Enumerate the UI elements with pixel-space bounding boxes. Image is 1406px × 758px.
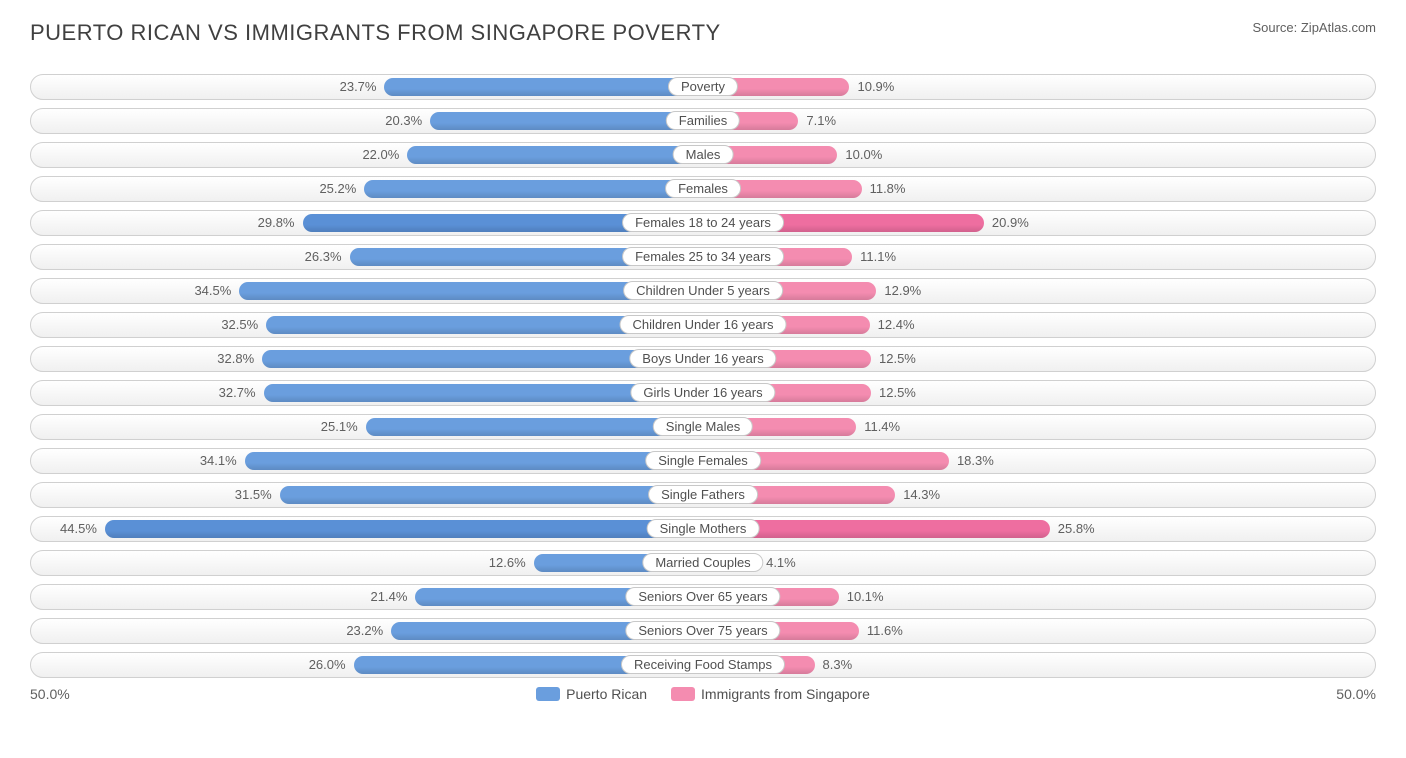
chart-row: 32.8% 12.5% Boys Under 16 years — [30, 346, 1376, 372]
chart-row: 26.0% 8.3% Receiving Food Stamps — [30, 652, 1376, 678]
legend-label-right: Immigrants from Singapore — [701, 686, 870, 702]
value-right: 12.5% — [879, 351, 916, 366]
chart-row: 25.2% 11.8% Females — [30, 176, 1376, 202]
chart-row: 21.4% 10.1% Seniors Over 65 years — [30, 584, 1376, 610]
legend: Puerto Rican Immigrants from Singapore — [536, 686, 870, 702]
value-right: 11.1% — [860, 249, 896, 264]
category-label: Married Couples — [642, 553, 763, 572]
category-label: Seniors Over 65 years — [625, 587, 780, 606]
chart-row: 29.8% 20.9% Females 18 to 24 years — [30, 210, 1376, 236]
diverging-bar-chart: 23.7% 10.9% Poverty 20.3% 7.1% Families 22.0% 1… — [30, 74, 1376, 678]
value-left: 34.5% — [194, 283, 231, 298]
legend-swatch-right — [671, 687, 695, 701]
category-label: Single Mothers — [647, 519, 760, 538]
value-right: 12.5% — [879, 385, 916, 400]
value-left: 32.8% — [217, 351, 254, 366]
category-label: Children Under 16 years — [620, 315, 787, 334]
value-right: 12.4% — [878, 317, 915, 332]
chart-row: 23.2% 11.6% Seniors Over 75 years — [30, 618, 1376, 644]
chart-row: 26.3% 11.1% Females 25 to 34 years — [30, 244, 1376, 270]
axis-max-left: 50.0% — [30, 686, 70, 702]
value-left: 26.3% — [305, 249, 342, 264]
value-right: 12.9% — [884, 283, 921, 298]
chart-row: 25.1% 11.4% Single Males — [30, 414, 1376, 440]
category-label: Single Males — [653, 417, 753, 436]
bar-left — [407, 146, 703, 164]
category-label: Seniors Over 75 years — [625, 621, 780, 640]
category-label: Males — [673, 145, 734, 164]
value-left: 25.2% — [319, 181, 356, 196]
legend-item-left: Puerto Rican — [536, 686, 647, 702]
value-left: 25.1% — [321, 419, 358, 434]
bar-left — [105, 520, 703, 538]
category-label: Females — [665, 179, 741, 198]
category-label: Girls Under 16 years — [630, 383, 775, 402]
value-right: 7.1% — [806, 113, 836, 128]
value-right: 8.3% — [823, 657, 853, 672]
value-right: 10.0% — [845, 147, 882, 162]
chart-header: PUERTO RICAN VS IMMIGRANTS FROM SINGAPOR… — [30, 20, 1376, 46]
value-right: 18.3% — [957, 453, 994, 468]
value-right: 10.1% — [847, 589, 884, 604]
value-right: 11.8% — [870, 181, 906, 196]
value-left: 21.4% — [371, 589, 408, 604]
value-left: 44.5% — [60, 521, 97, 536]
value-left: 23.2% — [346, 623, 383, 638]
value-left: 20.3% — [385, 113, 422, 128]
chart-row: 22.0% 10.0% Males — [30, 142, 1376, 168]
value-left: 29.8% — [258, 215, 295, 230]
value-right: 20.9% — [992, 215, 1029, 230]
chart-row: 32.7% 12.5% Girls Under 16 years — [30, 380, 1376, 406]
category-label: Receiving Food Stamps — [621, 655, 785, 674]
category-label: Boys Under 16 years — [629, 349, 776, 368]
value-left: 32.7% — [219, 385, 256, 400]
value-left: 12.6% — [489, 555, 526, 570]
value-right: 14.3% — [903, 487, 940, 502]
chart-footer: 50.0% Puerto Rican Immigrants from Singa… — [30, 686, 1376, 702]
category-label: Poverty — [668, 77, 738, 96]
legend-swatch-left — [536, 687, 560, 701]
source-attribution: Source: ZipAtlas.com — [1252, 20, 1376, 35]
category-label: Families — [666, 111, 740, 130]
chart-row: 34.1% 18.3% Single Females — [30, 448, 1376, 474]
value-right: 11.4% — [864, 419, 900, 434]
category-label: Females 25 to 34 years — [622, 247, 784, 266]
axis-max-right: 50.0% — [1336, 686, 1376, 702]
value-left: 22.0% — [362, 147, 399, 162]
value-left: 26.0% — [309, 657, 346, 672]
value-left: 34.1% — [200, 453, 237, 468]
category-label: Single Females — [645, 451, 761, 470]
chart-row: 12.6% 4.1%Married Couples — [30, 550, 1376, 576]
value-left: 31.5% — [235, 487, 272, 502]
chart-row: 20.3% 7.1% Families — [30, 108, 1376, 134]
chart-row: 23.7% 10.9% Poverty — [30, 74, 1376, 100]
value-right: 4.1% — [766, 555, 796, 570]
value-right: 25.8% — [1058, 521, 1095, 536]
category-label: Females 18 to 24 years — [622, 213, 784, 232]
value-left: 23.7% — [340, 79, 377, 94]
chart-row: 32.5% 12.4% Children Under 16 years — [30, 312, 1376, 338]
value-right: 11.6% — [867, 623, 903, 638]
bar-left — [364, 180, 703, 198]
category-label: Single Fathers — [648, 485, 758, 504]
bar-left — [384, 78, 703, 96]
legend-item-right: Immigrants from Singapore — [671, 686, 870, 702]
chart-title: PUERTO RICAN VS IMMIGRANTS FROM SINGAPOR… — [30, 20, 721, 46]
chart-row: 34.5% 12.9% Children Under 5 years — [30, 278, 1376, 304]
chart-row: 44.5% 25.8% Single Mothers — [30, 516, 1376, 542]
bar-left — [245, 452, 703, 470]
bar-left — [280, 486, 703, 504]
value-right: 10.9% — [857, 79, 894, 94]
bar-left — [430, 112, 703, 130]
chart-row: 31.5% 14.3% Single Fathers — [30, 482, 1376, 508]
value-left: 32.5% — [221, 317, 258, 332]
legend-label-left: Puerto Rican — [566, 686, 647, 702]
category-label: Children Under 5 years — [623, 281, 783, 300]
